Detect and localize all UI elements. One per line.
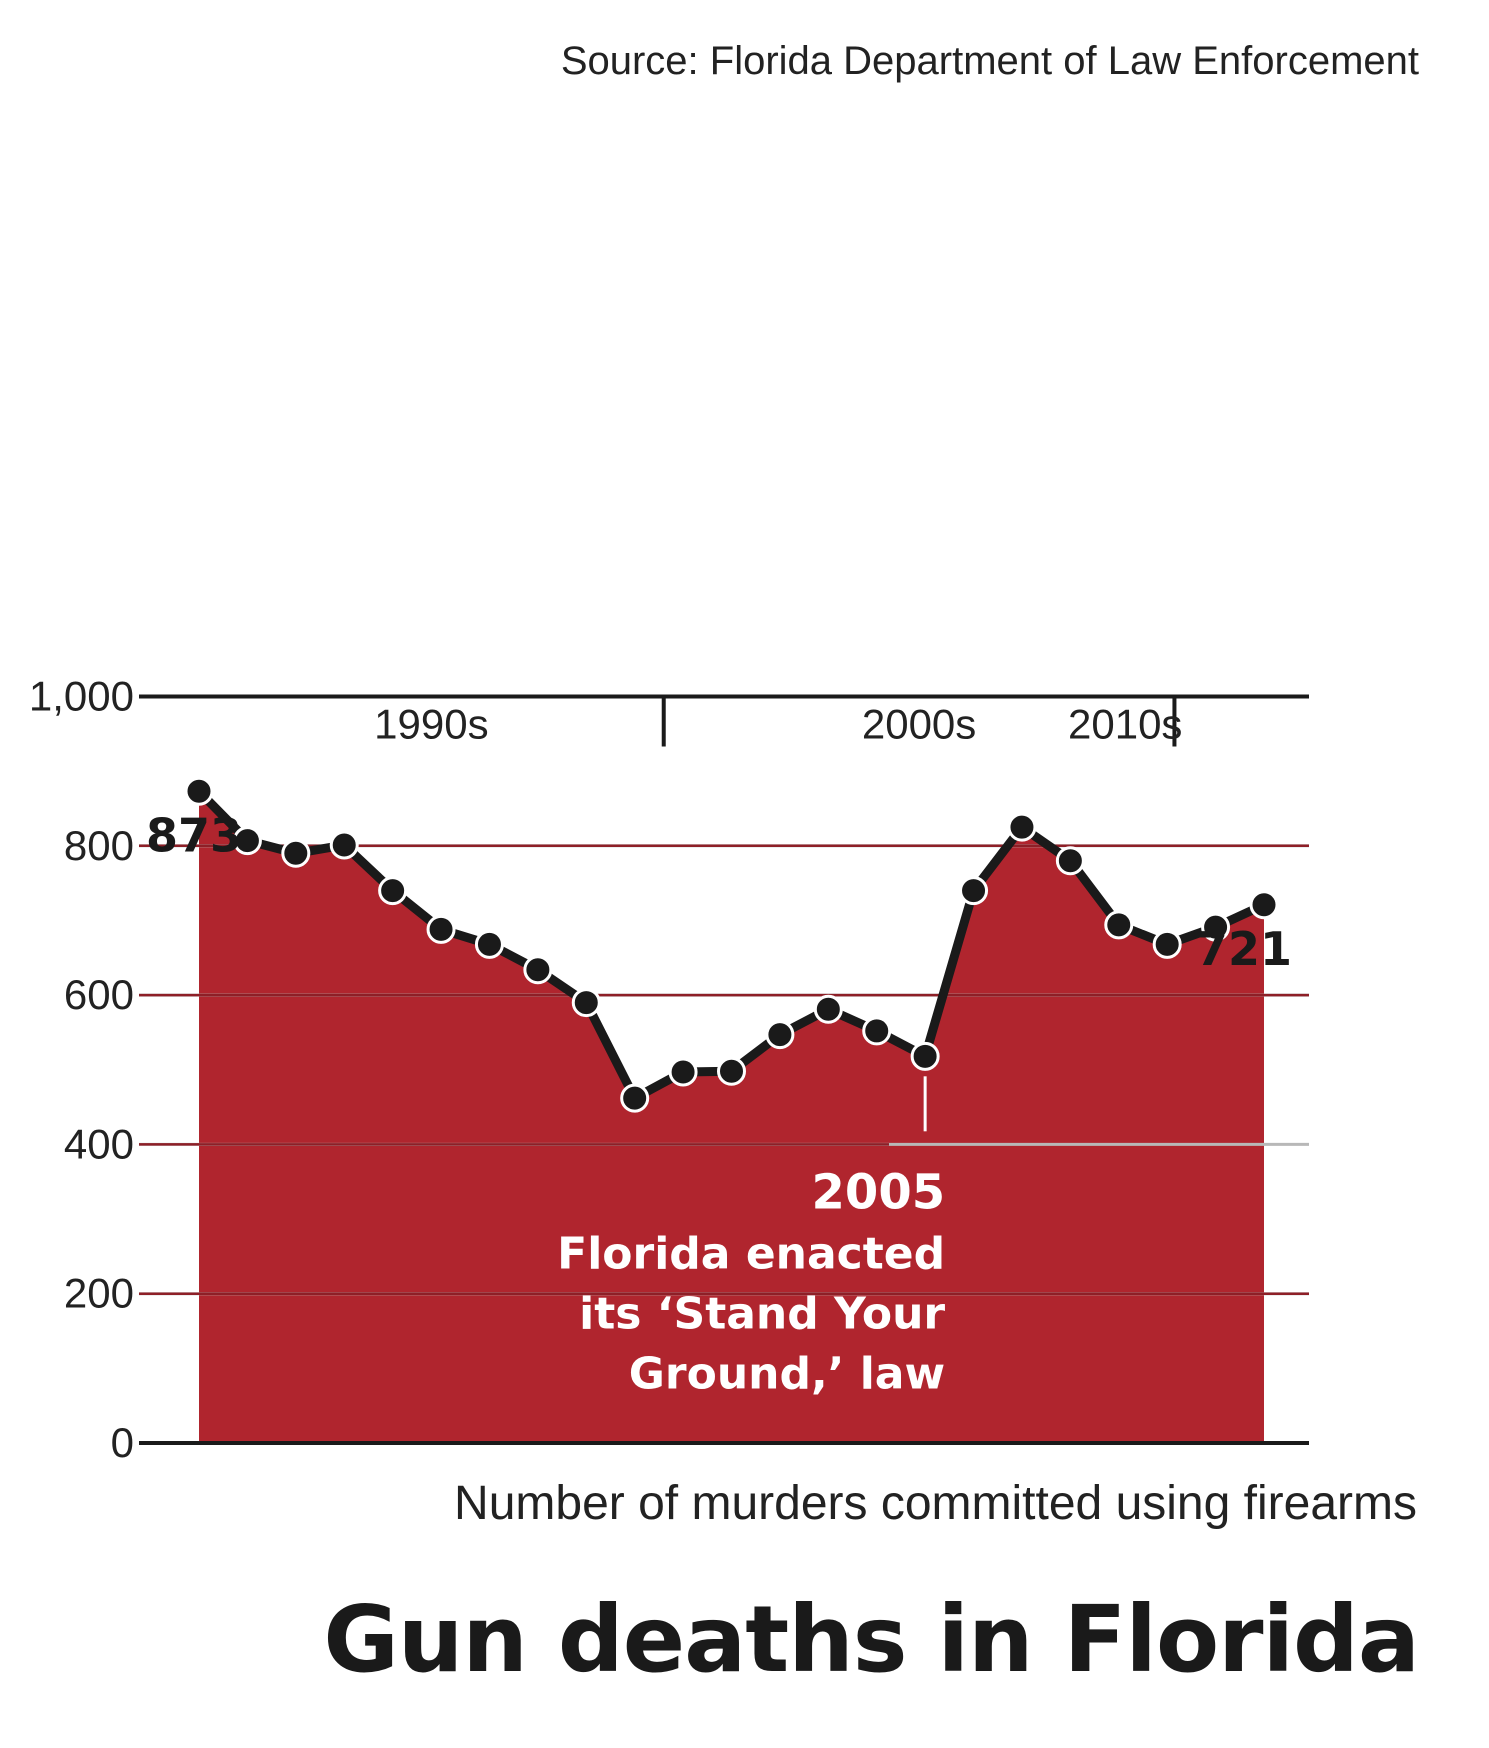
- y-tick-label: 0: [111, 1419, 134, 1466]
- data-point-1999: [620, 1083, 650, 1113]
- data-point-1993: [329, 830, 359, 860]
- data-point-2006: [959, 876, 989, 906]
- y-tick-label: 200: [64, 1270, 134, 1317]
- data-point-2002: [765, 1020, 795, 1050]
- chart-source: Source: Florida Department of Law Enforc…: [561, 39, 1419, 83]
- data-point-1991: [232, 826, 262, 856]
- data-point-1994: [378, 876, 408, 906]
- data-point-2003: [813, 994, 843, 1024]
- annotation-line: Ground,’ law: [629, 1348, 945, 1399]
- y-tick-label: 800: [64, 822, 134, 869]
- area-fill: [199, 791, 1264, 1443]
- axis-layer: 0 200 400 600 800 1,000 1990s 2000s 2010s: [29, 673, 1309, 1466]
- y-tick-label: 400: [64, 1120, 134, 1167]
- y-tick-label: 600: [64, 971, 134, 1018]
- era-label: 2000s: [862, 701, 976, 748]
- chart-subtitle: Number of murders committed using firear…: [454, 1477, 1417, 1530]
- points-layer: [184, 776, 1279, 1113]
- y-tick-label: 1,000: [29, 673, 134, 720]
- era-label: 2010s: [1068, 701, 1182, 748]
- value-label-first: 873: [146, 808, 242, 862]
- data-point-1998: [571, 988, 601, 1018]
- data-point-2011: [1201, 912, 1231, 942]
- data-point-2012: [1249, 890, 1279, 920]
- data-point-1997: [523, 955, 553, 985]
- data-point-1990: [184, 776, 214, 806]
- annotation-year: 2005: [812, 1164, 946, 1220]
- data-point-2001: [717, 1056, 746, 1086]
- data-point-1995: [426, 914, 456, 944]
- value-label-last: 721: [1196, 922, 1292, 976]
- grid-layer: [139, 844, 1309, 1296]
- annotation-line: its ‘Stand Your: [579, 1288, 945, 1339]
- data-point-2000: [668, 1057, 698, 1087]
- data-point-2009: [1104, 910, 1134, 940]
- data-point-2008: [1055, 846, 1085, 876]
- era-label: 1990s: [374, 701, 488, 748]
- data-point-1992: [281, 838, 311, 868]
- annotation-line: Florida enacted: [557, 1228, 945, 1279]
- data-point-2004: [862, 1016, 892, 1046]
- data-point-2007: [1007, 812, 1037, 842]
- data-point-2005: [910, 1041, 940, 1071]
- data-point-1996: [474, 929, 504, 959]
- chart-title: Gun deaths in Florida: [323, 1586, 1419, 1693]
- data-point-2010: [1152, 929, 1182, 959]
- annotation-layer: 873 721 2005 Florida enacted its ‘Stand Your…: [146, 808, 1292, 1399]
